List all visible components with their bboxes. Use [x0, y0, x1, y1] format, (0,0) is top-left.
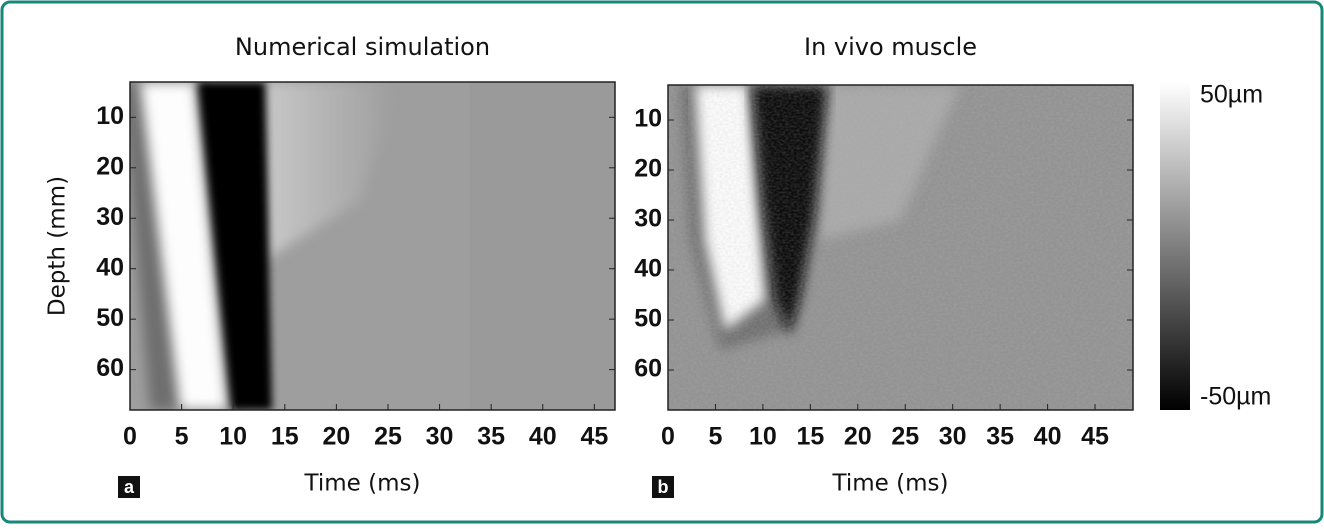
colorbar [1160, 82, 1190, 410]
x-tick-label: 30 [939, 423, 967, 451]
x-tick-label: 5 [175, 423, 189, 451]
colorbar-label: -50µm [1200, 383, 1271, 411]
panel-label-box [118, 476, 140, 498]
x-tick-label: 45 [580, 423, 608, 451]
y-tick-label: 40 [634, 255, 662, 283]
y-tick-label: 10 [634, 105, 662, 133]
x-tick-label: 35 [477, 423, 505, 451]
x-tick-label: 15 [796, 423, 824, 451]
y-tick-label: 40 [96, 253, 124, 281]
panel-label: a [124, 477, 135, 497]
chart-title: Numerical simulation [235, 33, 490, 61]
y-axis-label: Depth (mm) [45, 176, 71, 316]
y-tick-label: 50 [634, 305, 662, 333]
y-tick-label: 60 [96, 354, 124, 382]
heatmap-image [668, 85, 1133, 410]
x-tick-label: 45 [1081, 423, 1109, 451]
x-tick-label: 0 [661, 423, 675, 451]
y-tick-label: 20 [634, 155, 662, 183]
x-tick-label: 25 [891, 423, 919, 451]
y-tick-label: 50 [96, 304, 124, 332]
x-tick-label: 20 [844, 423, 872, 451]
x-tick-label: 10 [749, 423, 777, 451]
panel-label-box [652, 476, 674, 498]
chart-title: In vivo muscle [804, 33, 977, 61]
panel-label: b [658, 477, 669, 497]
x-tick-label: 20 [322, 423, 350, 451]
x-tick-label: 10 [219, 423, 247, 451]
y-tick-label: 60 [634, 355, 662, 383]
x-tick-label: 40 [1034, 423, 1062, 451]
x-tick-label: 30 [426, 423, 454, 451]
y-tick-label: 30 [96, 203, 124, 231]
x-tick-label: 25 [374, 423, 402, 451]
x-axis-label: Time (ms) [832, 471, 949, 497]
x-tick-label: 35 [986, 423, 1014, 451]
x-tick-label: 15 [271, 423, 299, 451]
x-tick-label: 0 [123, 423, 137, 451]
plot-frame [667, 84, 1134, 411]
plot-frame [129, 81, 616, 411]
y-tick-label: 10 [96, 102, 124, 130]
y-tick-label: 30 [634, 205, 662, 233]
x-tick-label: 5 [708, 423, 722, 451]
y-tick-label: 20 [96, 152, 124, 180]
x-axis-label: Time (ms) [304, 471, 421, 497]
x-tick-label: 40 [529, 423, 557, 451]
heatmap-image [130, 82, 615, 410]
colorbar-label: 50µm [1200, 81, 1263, 109]
